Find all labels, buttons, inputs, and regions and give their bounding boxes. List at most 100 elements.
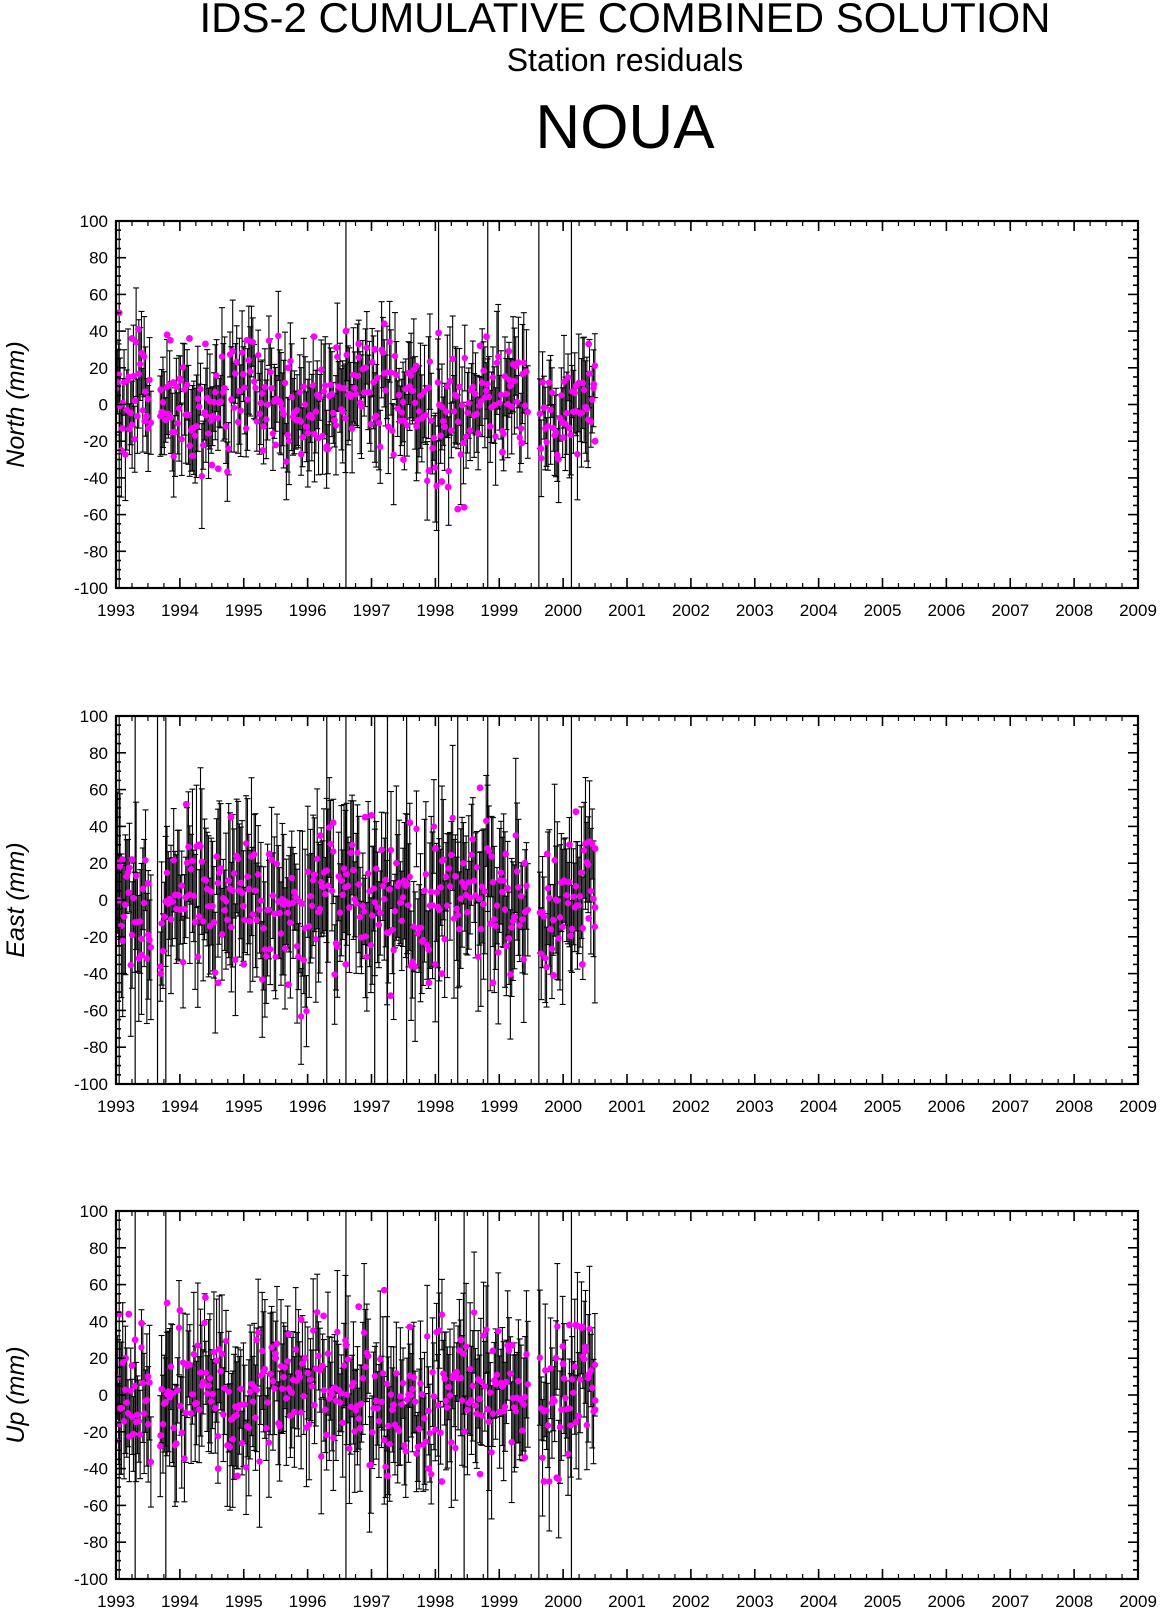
- data-point: [551, 1397, 558, 1405]
- data-point: [318, 1453, 325, 1460]
- data-point: [364, 870, 372, 877]
- data-point: [334, 943, 341, 950]
- data-point: [256, 1458, 263, 1465]
- data-point: [438, 970, 446, 977]
- x-tick-label: 1999: [480, 1097, 518, 1116]
- data-point: [590, 380, 598, 388]
- data-point: [273, 1340, 281, 1347]
- data-point: [343, 871, 350, 878]
- data-point: [461, 1428, 468, 1435]
- data-point: [140, 1410, 148, 1417]
- y-tick-label: 40: [89, 817, 108, 836]
- data-point: [432, 464, 439, 471]
- data-point: [350, 866, 357, 874]
- data-point: [205, 1382, 212, 1389]
- data-point: [271, 1385, 278, 1392]
- data-point: [249, 1398, 257, 1405]
- data-point: [442, 1397, 450, 1405]
- data-point: [564, 899, 572, 907]
- data-point: [240, 902, 247, 910]
- data-point: [252, 1414, 259, 1421]
- data-point: [453, 905, 460, 913]
- data-point: [142, 388, 149, 395]
- station-name: NOUA: [535, 93, 715, 162]
- data-point: [587, 887, 595, 895]
- data-point: [144, 425, 152, 432]
- data-point: [426, 1429, 434, 1437]
- data-point: [578, 961, 586, 968]
- data-point: [521, 402, 529, 409]
- data-point: [441, 423, 448, 431]
- data-point: [355, 881, 362, 888]
- data-point: [144, 880, 152, 887]
- data-point: [370, 379, 377, 386]
- data-point: [421, 388, 428, 395]
- data-point: [238, 1439, 246, 1447]
- data-point: [406, 873, 413, 881]
- data-point: [342, 327, 350, 335]
- data-point: [543, 850, 551, 858]
- data-point: [237, 1385, 244, 1393]
- data-point: [288, 1389, 295, 1396]
- data-point: [233, 358, 240, 366]
- data-point: [269, 1377, 277, 1385]
- data-point: [491, 916, 498, 923]
- data-point: [523, 1351, 530, 1358]
- data-point: [456, 383, 463, 391]
- data-point: [350, 1379, 357, 1387]
- data-point: [570, 1389, 577, 1396]
- data-point: [415, 408, 423, 415]
- data-point: [222, 423, 230, 430]
- data-point: [558, 1406, 565, 1413]
- data-point: [480, 367, 487, 374]
- y-tick-label: -60: [83, 1001, 108, 1020]
- data-point: [556, 914, 564, 921]
- data-point: [359, 902, 367, 910]
- data-point: [540, 404, 548, 411]
- data-point: [230, 404, 238, 411]
- data-point: [460, 503, 468, 511]
- data-point: [287, 1412, 294, 1419]
- data-point: [319, 1362, 326, 1369]
- data-point: [572, 1321, 580, 1329]
- data-point: [311, 1401, 318, 1409]
- data-point: [571, 1363, 578, 1370]
- data-point: [342, 1341, 350, 1349]
- data-point: [315, 1352, 322, 1360]
- data-point: [308, 1383, 316, 1390]
- data-point: [574, 450, 581, 458]
- data-point: [252, 887, 259, 894]
- data-point: [308, 414, 316, 421]
- data-point: [352, 900, 360, 907]
- data-point: [572, 883, 580, 890]
- data-point: [351, 384, 358, 392]
- data-point: [319, 883, 326, 891]
- data-point: [175, 892, 183, 899]
- data-point: [214, 979, 222, 987]
- data-point: [308, 902, 316, 909]
- data-point: [444, 483, 452, 491]
- data-point: [348, 425, 356, 432]
- data-point: [232, 956, 239, 963]
- data-point: [444, 383, 451, 390]
- data-point: [373, 412, 380, 419]
- data-point: [489, 1410, 497, 1417]
- data-point: [267, 368, 274, 376]
- data-point: [336, 909, 344, 916]
- data-point: [264, 401, 271, 408]
- data-point: [371, 899, 379, 906]
- y-tick-label: -20: [83, 1423, 108, 1442]
- data-point: [263, 416, 270, 423]
- data-point: [359, 1375, 367, 1382]
- data-point: [221, 907, 228, 914]
- data-point: [303, 423, 310, 430]
- data-point: [586, 370, 593, 377]
- data-point: [279, 1385, 286, 1392]
- data-point: [291, 1408, 298, 1416]
- data-point: [234, 418, 242, 426]
- data-point: [411, 399, 419, 407]
- data-point: [175, 405, 183, 412]
- data-point: [478, 379, 486, 386]
- data-point: [224, 468, 231, 475]
- data-point: [118, 424, 126, 432]
